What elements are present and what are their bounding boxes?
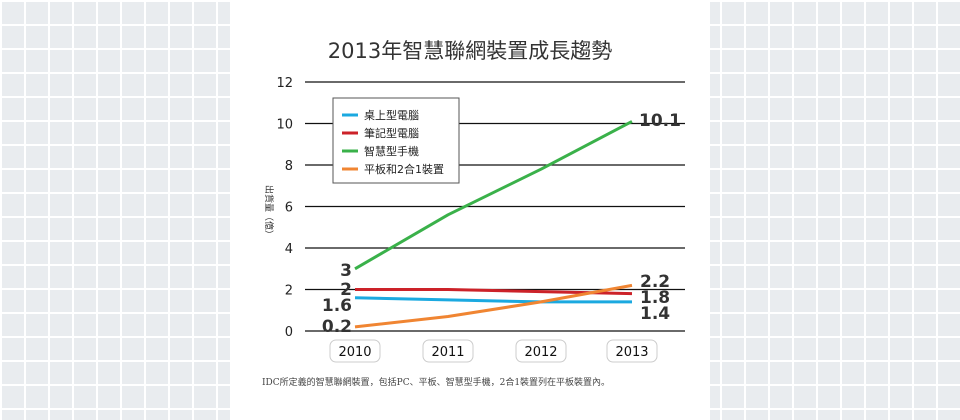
y-tick-label: 12 — [276, 76, 293, 91]
x-tick-label: 2013 — [615, 345, 648, 360]
y-tick-label: 2 — [285, 284, 293, 299]
legend-label: 桌上型電腦 — [364, 108, 419, 122]
data-label-2010: 3 — [340, 261, 352, 281]
x-tick-label: 2012 — [524, 345, 557, 360]
data-labels: 321.60.2 10.1 2.21.81.4 — [322, 111, 681, 337]
x-tick-label: 2011 — [431, 345, 464, 360]
data-label-2010: 0.2 — [322, 317, 352, 337]
data-label-2013: 10.1 — [639, 111, 681, 131]
y-tick-label: 0 — [285, 325, 293, 340]
series-line-0 — [354, 296, 632, 304]
x-axis-ticks: 2010 2011 2012 2013 — [329, 339, 658, 363]
x-tick-pill — [329, 339, 381, 363]
series-line-2 — [354, 120, 633, 271]
x-tick-pill — [515, 339, 567, 363]
series-lines — [354, 120, 633, 329]
y-tick-label: 6 — [285, 201, 293, 216]
chart-panel: 2013年智慧聯網裝置成長趨勢 0 2 4 6 8 10 12 出貨量（億） 桌上型電腦筆記… — [230, 0, 710, 420]
legend-label: 平板和2合1裝置 — [364, 162, 444, 176]
legend-label: 筆記型電腦 — [364, 126, 419, 140]
series-line-3 — [354, 283, 633, 329]
chart-title: 2013年智慧聯網裝置成長趨勢 — [328, 39, 612, 63]
footnote: IDC所定義的智慧聯網裝置，包括PC、平板、智慧型手機，2合1裝置列在平板裝置內… — [262, 376, 610, 388]
data-label-2013: 1.4 — [640, 304, 670, 324]
y-axis-ticks: 0 2 4 6 8 10 12 — [276, 76, 293, 340]
data-label-2010: 2 — [340, 280, 352, 300]
x-tick-pill — [606, 339, 658, 363]
x-tick-pill — [422, 339, 474, 363]
line-chart: 2013年智慧聯網裝置成長趨勢 0 2 4 6 8 10 12 出貨量（億） 桌上型電腦筆記… — [262, 39, 685, 388]
y-tick-label: 8 — [285, 159, 293, 174]
y-tick-label: 10 — [276, 118, 293, 133]
data-label-2013: 2.2 — [640, 272, 670, 292]
y-tick-label: 4 — [285, 242, 293, 257]
y-axis-label: 出貨量（億） — [263, 185, 275, 239]
data-label-2010: 1.6 — [322, 296, 352, 316]
data-label-2013: 1.8 — [640, 288, 670, 308]
x-tick-label: 2010 — [338, 345, 371, 360]
legend-label: 智慧型手機 — [364, 144, 419, 158]
